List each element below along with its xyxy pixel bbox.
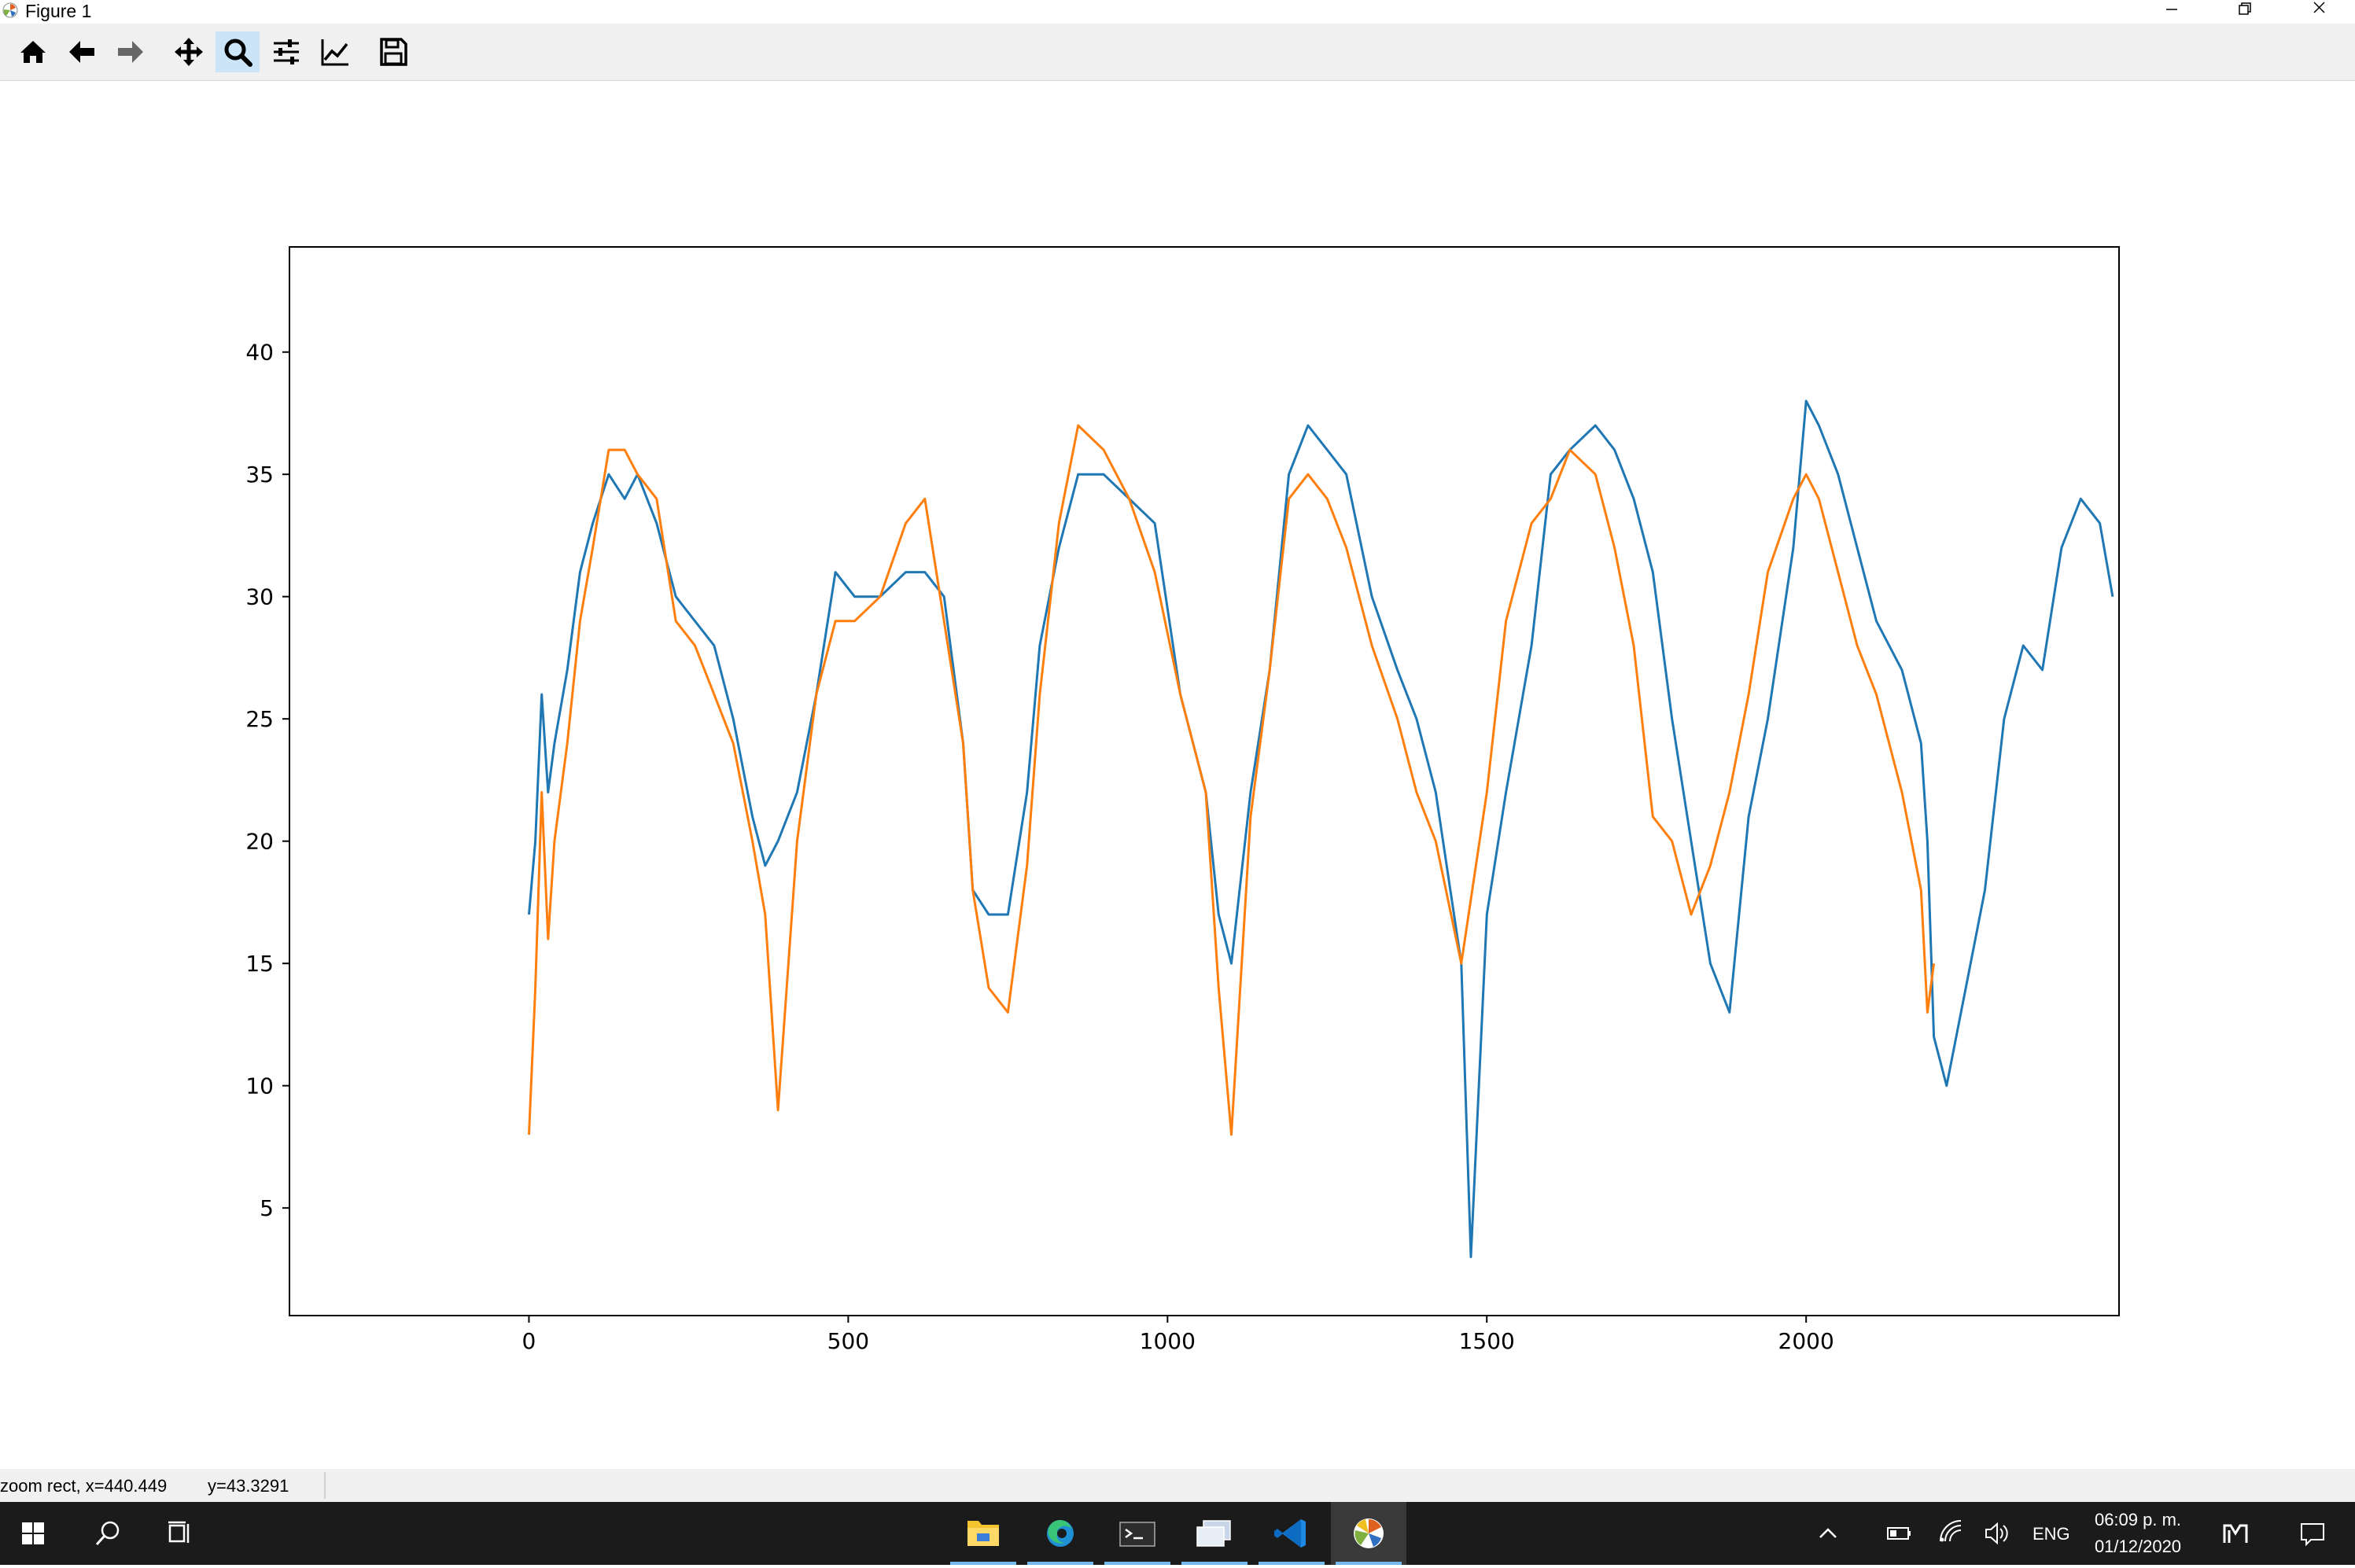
notifications-button[interactable] xyxy=(2284,1502,2339,1565)
running-indicator xyxy=(1027,1562,1093,1565)
taskbar-edge[interactable] xyxy=(1023,1502,1098,1565)
taskbar-terminal[interactable] xyxy=(1100,1502,1175,1565)
clock-time[interactable]: 06:09 p. m. xyxy=(2094,1510,2182,1529)
active-indicator xyxy=(1336,1562,1402,1565)
save-button[interactable] xyxy=(371,31,415,72)
search-icon xyxy=(95,1521,120,1546)
status-mode-x: zoom rect, x=440.449 xyxy=(0,1476,168,1496)
navigation-toolbar xyxy=(0,24,2355,81)
running-indicator xyxy=(1104,1562,1170,1565)
running-indicator xyxy=(1181,1562,1248,1565)
minimize-button[interactable] xyxy=(2136,0,2207,24)
window-title: Figure 1 xyxy=(25,1,92,21)
arrow-left-icon xyxy=(69,41,94,63)
move-icon xyxy=(175,38,203,66)
floppy-disk-icon xyxy=(380,38,407,66)
vscode-icon xyxy=(1274,1519,1306,1548)
input-language[interactable]: ENG xyxy=(2033,1524,2070,1544)
title-bar: Figure 1 xyxy=(0,0,2355,24)
status-bar: zoom rect, x=440.449 y=43.3291 xyxy=(0,1469,2355,1502)
close-button[interactable] xyxy=(2284,0,2355,24)
status-separator xyxy=(324,1472,326,1499)
tray-app[interactable] xyxy=(2213,1502,2257,1565)
series-line-1 xyxy=(528,399,2114,1258)
matplotlib-icon xyxy=(1354,1518,1384,1548)
restore-button[interactable] xyxy=(2207,0,2278,24)
x-tick-label: 2000 xyxy=(1778,1328,1834,1354)
magnifier-icon xyxy=(224,39,252,67)
line-chart[interactable]: 0 500 1000 1500 2000 5 10 15 20 25 30 35 40 xyxy=(0,81,2355,1469)
configure-subplots-button[interactable] xyxy=(264,31,308,72)
notification-icon xyxy=(2301,1523,2324,1547)
y-tick-label: 5 xyxy=(260,1195,274,1221)
terminal-icon xyxy=(1119,1522,1155,1547)
taskbar-matplotlib[interactable] xyxy=(1331,1502,1406,1565)
zoom-button[interactable] xyxy=(216,31,260,72)
y-tick-label: 30 xyxy=(245,584,274,610)
pan-button[interactable] xyxy=(167,31,211,72)
speaker-icon xyxy=(1985,1522,2008,1545)
x-tick-label: 1000 xyxy=(1140,1328,1196,1354)
window-stack-icon xyxy=(1196,1520,1231,1547)
line-chart-icon xyxy=(321,39,348,66)
y-tick-label: 35 xyxy=(245,462,274,488)
folder-icon xyxy=(967,1521,999,1546)
clock-date[interactable]: 01/12/2020 xyxy=(2094,1537,2182,1556)
y-tick-label: 40 xyxy=(245,340,274,366)
network-status[interactable] xyxy=(1931,1502,1969,1565)
restore-icon xyxy=(2239,2,2251,15)
y-tick-label: 10 xyxy=(245,1073,274,1099)
forward-button[interactable] xyxy=(109,31,153,72)
running-indicator xyxy=(1259,1562,1325,1565)
edit-axis-button[interactable] xyxy=(313,31,357,72)
x-tick-label: 0 xyxy=(522,1328,536,1354)
task-view-icon xyxy=(168,1521,190,1543)
y-tick-label: 20 xyxy=(245,829,274,855)
taskbar-devices[interactable] xyxy=(1177,1502,1252,1565)
edge-icon xyxy=(1047,1519,1074,1547)
running-indicator xyxy=(950,1562,1016,1565)
battery-icon xyxy=(1887,1527,1911,1540)
home-icon xyxy=(20,41,46,63)
task-view-button[interactable] xyxy=(146,1502,222,1565)
taskbar: ENG 06:09 p. m. 01/12/2020 xyxy=(0,1502,2355,1565)
minimize-icon xyxy=(2166,9,2177,10)
start-button[interactable] xyxy=(0,1502,76,1565)
volume-control[interactable] xyxy=(1978,1502,2016,1565)
series-line-2 xyxy=(528,424,1936,1136)
sliders-icon xyxy=(274,39,299,64)
arrow-right-icon xyxy=(118,41,143,63)
x-tick-label: 500 xyxy=(827,1328,869,1354)
windows-icon xyxy=(22,1522,44,1544)
show-hidden-icons[interactable] xyxy=(1809,1502,1847,1565)
axes-frame xyxy=(289,246,2120,1316)
tray-app-icon xyxy=(2223,1524,2248,1543)
y-tick-label: 15 xyxy=(245,951,274,977)
wifi-icon xyxy=(1940,1520,1962,1542)
taskbar-vscode[interactable] xyxy=(1254,1502,1329,1565)
search-button[interactable] xyxy=(69,1502,145,1565)
close-icon xyxy=(2313,2,2325,13)
matplotlib-app-icon xyxy=(2,2,18,18)
figure-canvas[interactable]: 0 500 1000 1500 2000 5 10 15 20 25 30 35 40 xyxy=(0,81,2355,1469)
taskbar-file-explorer[interactable] xyxy=(945,1502,1021,1565)
x-tick-label: 1500 xyxy=(1459,1328,1515,1354)
chevron-up-icon xyxy=(1819,1528,1837,1538)
status-y: y=43.3291 xyxy=(208,1476,289,1496)
back-button[interactable] xyxy=(60,31,104,72)
battery-status[interactable] xyxy=(1880,1502,1918,1565)
y-tick-label: 25 xyxy=(245,706,274,732)
home-button[interactable] xyxy=(11,31,55,72)
